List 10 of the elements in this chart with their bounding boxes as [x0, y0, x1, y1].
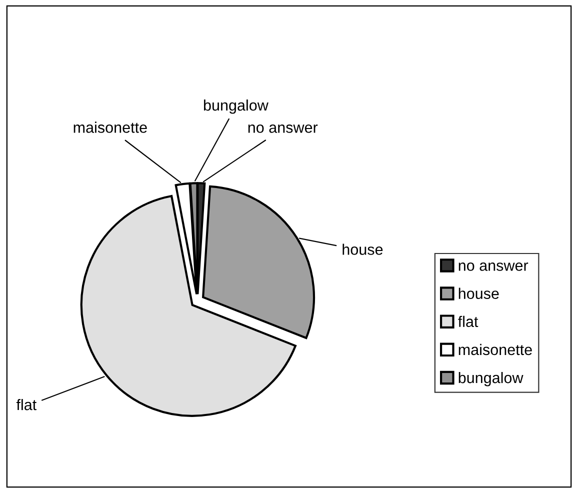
slice-label: maisonette [74, 122, 147, 133]
slice-label: no answer [248, 124, 318, 133]
legend-label: maisonette [458, 344, 532, 356]
slice-label: house [342, 244, 383, 255]
legend-label: no answer [458, 262, 528, 271]
slice-label: flat [16, 398, 36, 410]
legend-label: flat [458, 316, 478, 328]
legend-label: bungalow [458, 372, 524, 386]
legend-label: house [458, 288, 499, 299]
slice-label: bungalow [204, 99, 268, 114]
